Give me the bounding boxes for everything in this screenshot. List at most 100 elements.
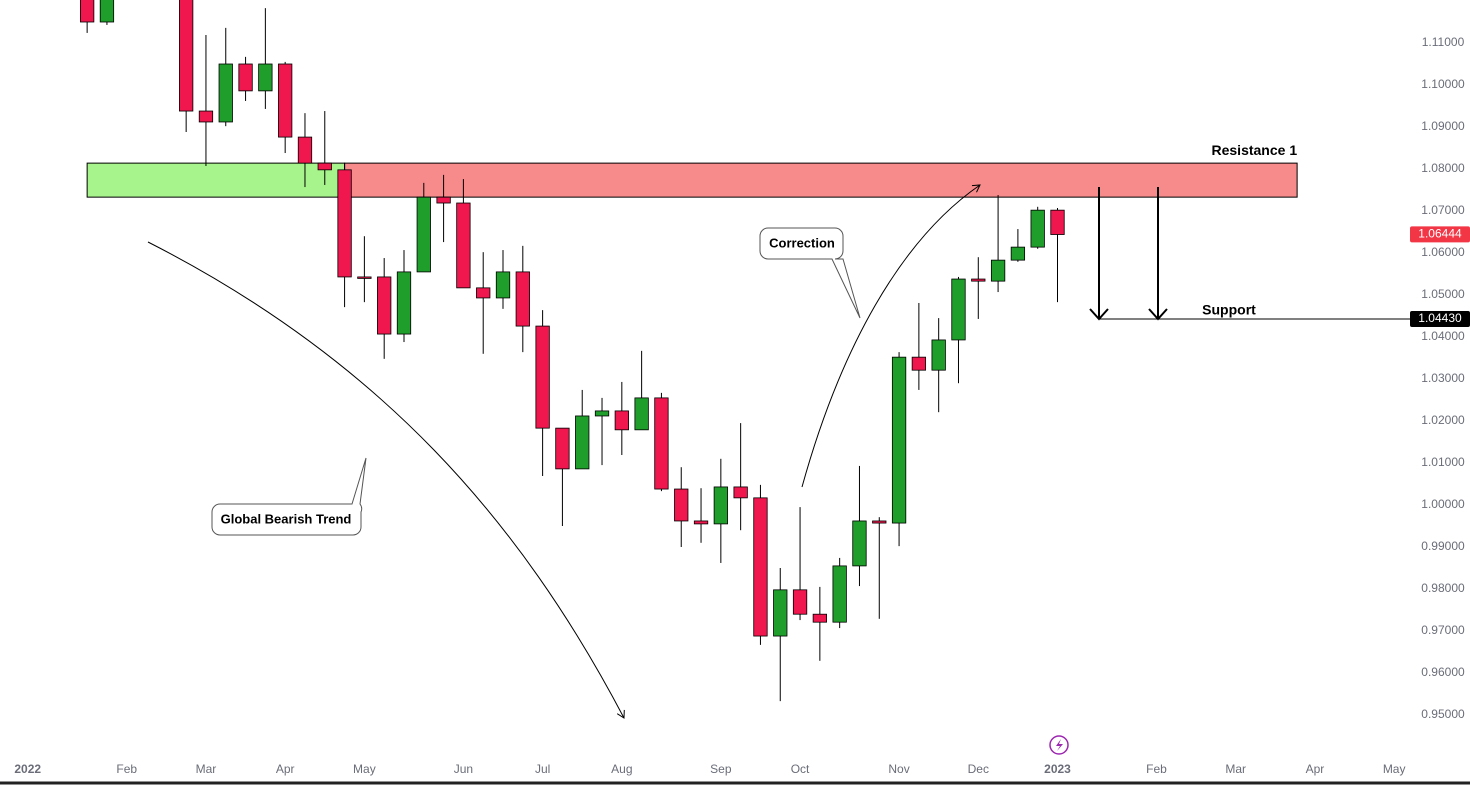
x-tick-label: Nov — [888, 762, 909, 776]
x-tick-label: 2023 — [1044, 762, 1071, 776]
price-marker-label: 1.06444 — [1418, 227, 1462, 241]
x-tick-label: Apr — [1306, 762, 1325, 776]
candle-body — [812, 613, 827, 623]
candle-body — [792, 589, 808, 615]
x-tick-label: Jul — [535, 762, 550, 776]
candle-body — [713, 486, 728, 525]
y-tick-label: 1.07000 — [1421, 203, 1465, 217]
candle-body — [258, 63, 273, 92]
candle-body — [693, 520, 709, 525]
event-icon[interactable] — [1049, 735, 1069, 755]
candle-body — [456, 202, 471, 289]
candle-body — [555, 427, 570, 470]
y-tick-label: 1.08000 — [1421, 161, 1465, 175]
candle-body — [594, 410, 610, 417]
candle-body — [674, 488, 689, 522]
x-tick-label: 2022 — [14, 762, 41, 776]
candle-body — [575, 415, 590, 470]
correction-arrow — [801, 184, 981, 488]
candle-body — [1010, 246, 1026, 261]
x-tick-label: Aug — [611, 762, 632, 776]
candle-body — [872, 520, 887, 524]
candle-body — [278, 63, 293, 138]
candle-body — [1050, 209, 1065, 235]
callout-box — [759, 227, 861, 319]
candle-body — [80, 0, 95, 23]
y-tick-label: 1.00000 — [1421, 497, 1465, 511]
candle-body — [1030, 209, 1045, 248]
candle-body — [852, 520, 867, 567]
y-tick-label: 1.01000 — [1421, 455, 1465, 469]
y-tick-label: 0.98000 — [1421, 581, 1465, 595]
candle-body — [911, 356, 927, 371]
support-label: Support — [1202, 302, 1256, 318]
candle-body — [179, 0, 194, 112]
candle-body — [99, 0, 115, 23]
x-tick-label: Mar — [1225, 762, 1246, 776]
candle-body — [198, 110, 214, 123]
candle-body — [377, 276, 392, 335]
candle-body — [337, 169, 352, 278]
candle-body — [357, 276, 372, 279]
candle-body — [654, 397, 669, 490]
x-tick-label: Mar — [196, 762, 217, 776]
candle-body — [614, 410, 629, 431]
y-tick-label: 1.06000 — [1421, 245, 1465, 259]
annotation: Correction — [769, 235, 835, 250]
annotation: Global Bearish Trend — [221, 511, 352, 526]
y-tick-label: 1.05000 — [1421, 287, 1465, 301]
candle-body — [931, 339, 946, 371]
candle-body — [891, 356, 907, 524]
down-arrow-head — [1148, 308, 1168, 321]
callout-box — [211, 457, 367, 536]
plot-area — [80, 0, 1410, 702]
y-tick-label: 1.02000 — [1421, 413, 1465, 427]
candle-body — [990, 259, 1006, 282]
candle-body — [535, 325, 550, 429]
price-marker — [1410, 226, 1470, 243]
trend-arrow — [147, 241, 625, 719]
overlay: Correction Global Bearish Trend Resistan… — [0, 35, 1470, 785]
candle-body — [515, 271, 530, 327]
y-tick-label: 0.99000 — [1421, 539, 1465, 553]
x-tick-label: Feb — [116, 762, 137, 776]
y-tick-label: 0.97000 — [1421, 623, 1465, 637]
candle-body — [416, 196, 431, 273]
candle-body — [297, 136, 313, 164]
candle-body — [733, 486, 748, 499]
candle-body — [634, 397, 649, 431]
price-marker-label: 1.04430 — [1418, 311, 1462, 325]
x-tick-label: Dec — [968, 762, 989, 776]
candle-body — [436, 196, 451, 204]
candle-body — [951, 278, 966, 341]
x-tick-label: May — [1383, 762, 1406, 776]
y-tick-label: 1.04000 — [1421, 329, 1465, 343]
y-tick-label: 1.03000 — [1421, 371, 1465, 385]
candle-body — [832, 565, 847, 623]
y-tick-label: 0.95000 — [1421, 707, 1465, 721]
x-tick-label: Sep — [710, 762, 732, 776]
zone — [86, 162, 346, 198]
candle-body — [218, 63, 233, 123]
x-tick-label: Feb — [1146, 762, 1167, 776]
y-tick-label: 0.96000 — [1421, 665, 1465, 679]
zone — [344, 162, 1298, 198]
y-tick-label: 1.09000 — [1421, 119, 1465, 133]
down-arrow-head — [1089, 308, 1109, 321]
candle-body — [317, 162, 332, 171]
x-tick-label: Apr — [276, 762, 295, 776]
candle-body — [753, 497, 768, 637]
candle-body — [396, 271, 412, 335]
candle-body — [495, 271, 511, 299]
y-tick-label: 1.10000 — [1421, 77, 1465, 91]
x-tick-label: May — [353, 762, 376, 776]
candle-body — [971, 278, 986, 282]
event-icon-bolt — [1056, 739, 1063, 751]
price-marker — [1410, 310, 1470, 327]
candle-body — [773, 589, 788, 637]
x-tick-label: Jun — [454, 762, 473, 776]
y-tick-label: 1.11000 — [1422, 35, 1465, 49]
x-tick-label: Oct — [791, 762, 810, 776]
candle-body — [476, 287, 491, 299]
